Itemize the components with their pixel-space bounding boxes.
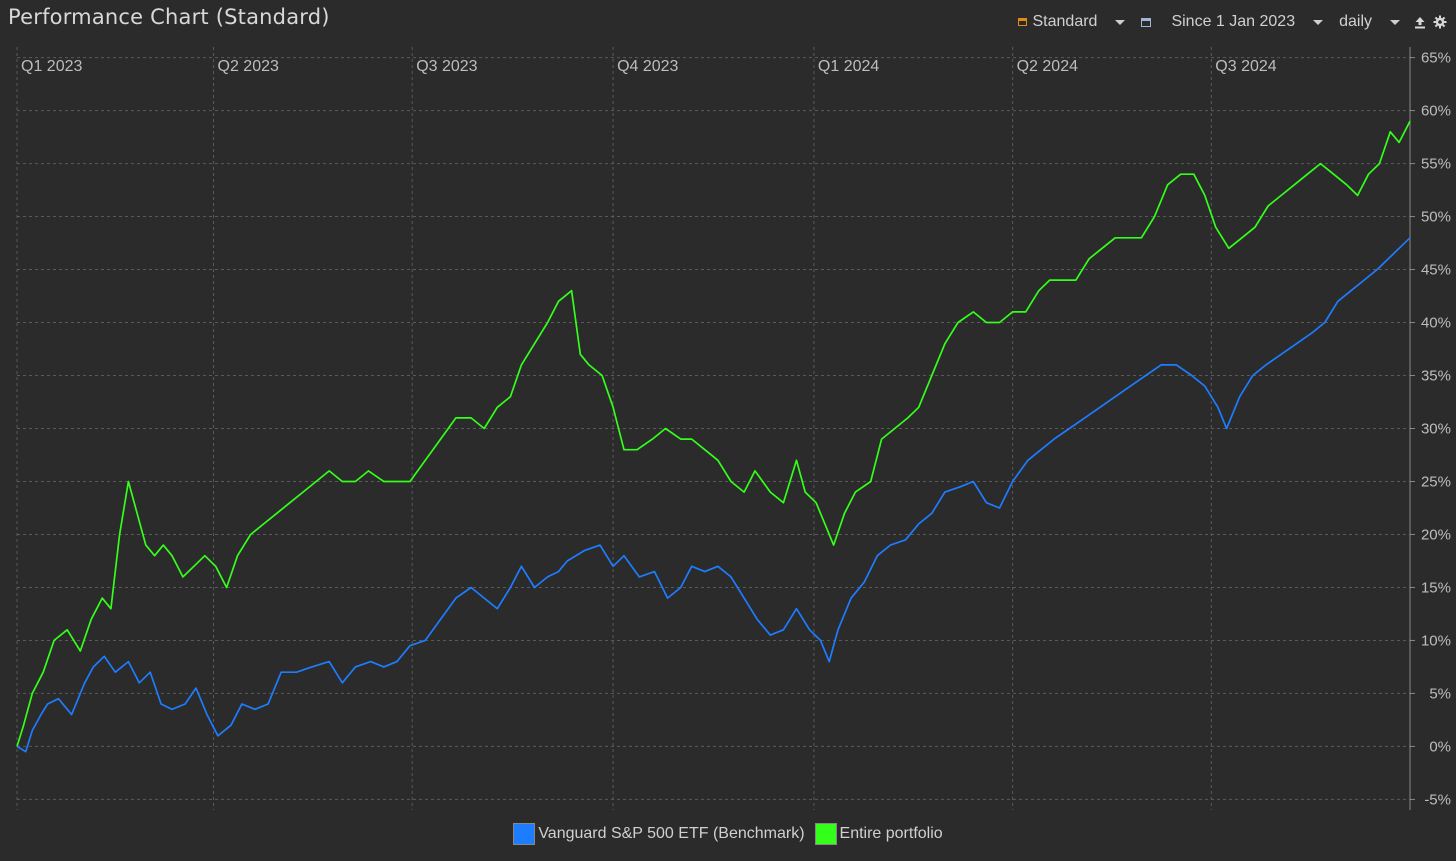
chart-legend: Vanguard S&P 500 ETF (Benchmark) Entire …: [0, 823, 1456, 845]
legend-swatch-benchmark: [513, 823, 536, 845]
x-quarter-label: Q3 2023: [416, 58, 477, 75]
y-tick-label: 5%: [1429, 685, 1451, 702]
x-quarter-label: Q2 2024: [1017, 58, 1078, 75]
y-tick-label: 0%: [1429, 738, 1451, 755]
y-tick-label: 40%: [1421, 315, 1451, 332]
view-chevron-down-icon[interactable]: [1115, 19, 1126, 25]
interval-dropdown[interactable]: daily: [1335, 13, 1376, 31]
y-tick-label: 65%: [1421, 50, 1451, 67]
view-dropdown[interactable]: Standard: [1014, 13, 1102, 31]
legend-label-portfolio: Entire portfolio: [839, 825, 943, 842]
chart-series: [16, 120, 1411, 753]
view-dropdown-label: Standard: [1032, 13, 1098, 30]
y-tick-label: 15%: [1421, 579, 1451, 596]
y-tick-label: 10%: [1421, 632, 1451, 649]
chart-toolbar: Standard Since 1 Jan 2023 daily: [1014, 10, 1449, 34]
y-tick-label: 35%: [1421, 368, 1451, 385]
interval-chevron-down-icon[interactable]: [1390, 19, 1400, 25]
chart-grid: [16, 47, 1415, 810]
y-tick-label: 55%: [1421, 156, 1451, 173]
period-dropdown-label: Since 1 Jan 2023: [1171, 13, 1296, 30]
gear-icon[interactable]: [1432, 14, 1448, 30]
legend-label-benchmark: Vanguard S&P 500 ETF (Benchmark): [538, 825, 805, 842]
y-tick-label: 45%: [1421, 262, 1451, 279]
y-tick-label: 60%: [1421, 103, 1451, 120]
x-quarter-label: Q2 2023: [218, 58, 279, 75]
period-chevron-down-icon[interactable]: [1313, 19, 1324, 25]
y-axis-labels: -5% 0% 5% 10% 15% 20% 25% 30% 35% 40% 45% 50% 55% 60%…: [1421, 50, 1451, 809]
y-tick-label: 20%: [1421, 526, 1451, 543]
y-tick-label: 30%: [1421, 421, 1451, 438]
x-quarter-label: Q1 2023: [21, 58, 82, 75]
period-dropdown[interactable]: Since 1 Jan 2023: [1137, 13, 1299, 31]
x-quarter-label: Q3 2024: [1215, 58, 1276, 75]
quarter-labels: Q1 2023 Q2 2023 Q3 2023 Q4 2023 Q1 2024 Q2 20…: [21, 58, 1277, 75]
x-quarter-label: Q1 2024: [818, 58, 879, 75]
legend-swatch-portfolio: [814, 823, 837, 845]
legend-item-portfolio[interactable]: Entire portfolio: [814, 823, 943, 845]
interval-dropdown-label: daily: [1339, 13, 1372, 30]
chart-view-icon: [1017, 18, 1027, 26]
y-tick-label: 25%: [1421, 473, 1451, 490]
y-tick-label: 50%: [1421, 209, 1451, 226]
y-tick-label: -5%: [1424, 791, 1451, 808]
benchmark-series-line: [16, 237, 1411, 753]
portfolio-series-line: [16, 120, 1411, 747]
legend-item-benchmark[interactable]: Vanguard S&P 500 ETF (Benchmark): [513, 823, 805, 845]
calendar-icon: [1141, 17, 1152, 27]
export-icon[interactable]: [1412, 14, 1428, 30]
x-quarter-label: Q4 2023: [617, 58, 678, 75]
page-title: Performance Chart (Standard): [8, 5, 330, 29]
